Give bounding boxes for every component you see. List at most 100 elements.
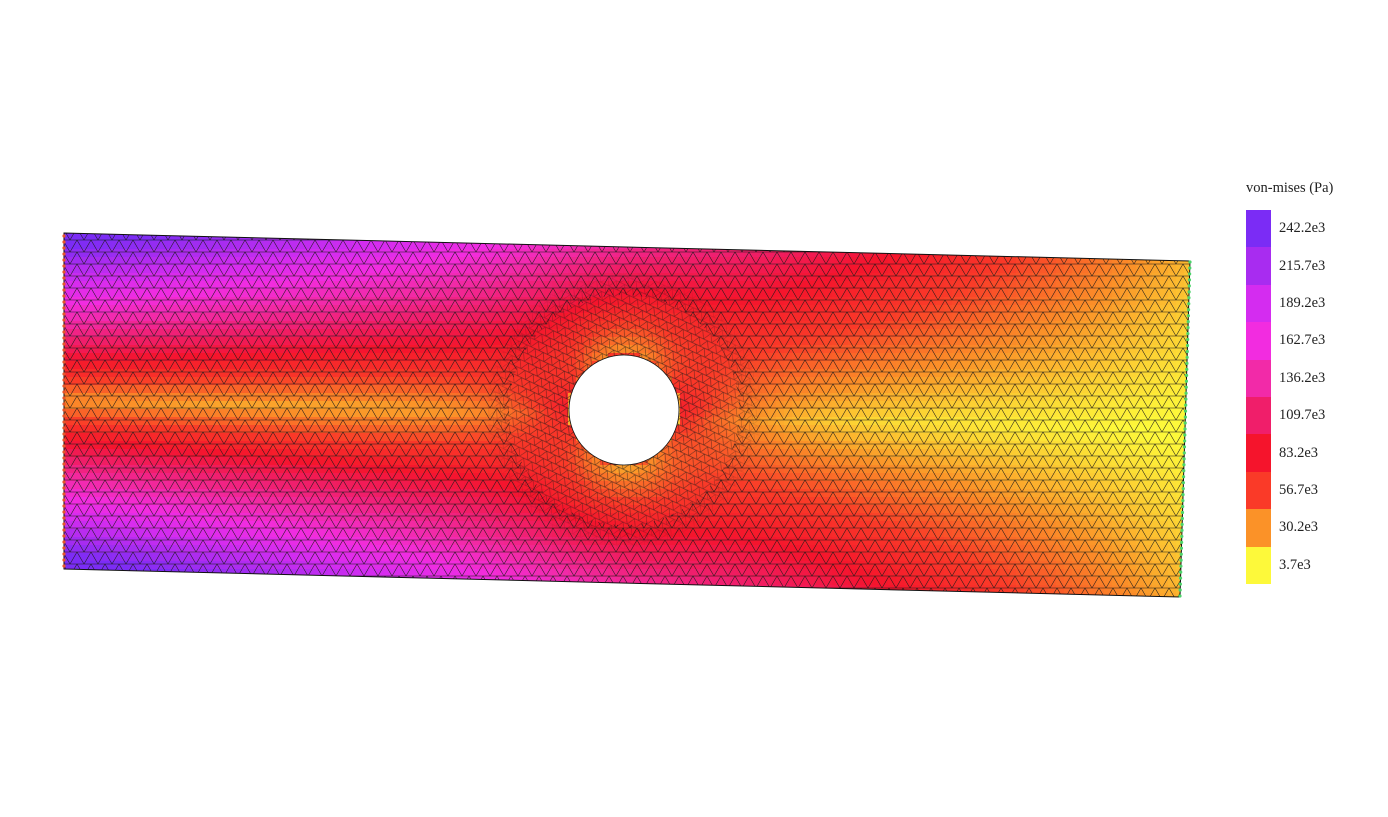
field-cell — [360, 601, 369, 610]
field-cell — [328, 601, 337, 610]
field-cell — [64, 569, 65, 578]
field-cell — [384, 585, 393, 594]
field-cell — [128, 601, 137, 610]
field-cell — [168, 601, 177, 610]
field-cell — [64, 601, 73, 610]
field-cell — [400, 585, 409, 594]
field-cell — [224, 601, 233, 610]
field-cell — [696, 585, 705, 594]
field-cell — [168, 585, 177, 594]
field-cell — [304, 233, 313, 234]
field-cell — [392, 593, 401, 597]
field-cell — [152, 577, 161, 586]
field-cell — [392, 577, 401, 586]
field-cell — [384, 593, 393, 597]
field-cell — [472, 585, 481, 594]
field-cell — [408, 585, 417, 594]
field-cell — [264, 601, 273, 610]
field-cell — [856, 241, 865, 250]
field-cell — [384, 601, 393, 610]
field-cell — [832, 233, 841, 234]
field-cell — [672, 233, 681, 242]
field-cell — [336, 233, 345, 234]
field-cell — [504, 601, 513, 610]
field-cell — [560, 233, 569, 242]
field-cell — [672, 593, 681, 597]
field-cell — [432, 601, 441, 610]
field-cell — [808, 241, 817, 250]
field-cell — [192, 577, 201, 586]
field-cell — [152, 593, 161, 597]
field-cell — [672, 585, 681, 594]
field-cell — [552, 233, 561, 234]
field-cell — [328, 233, 337, 234]
field-cell — [96, 601, 105, 610]
field-cell — [632, 233, 641, 234]
field-cell — [264, 593, 273, 597]
field-cell — [776, 593, 785, 597]
field-cell — [784, 593, 793, 597]
field-cell — [792, 593, 801, 597]
field-cell — [872, 593, 881, 597]
field-cell — [584, 233, 593, 234]
field-cell — [616, 233, 625, 234]
field-cell — [328, 585, 337, 594]
field-cell — [488, 233, 497, 242]
field-cell — [320, 577, 329, 586]
field-cell — [112, 585, 121, 594]
field-cell — [576, 593, 585, 597]
field-cell — [144, 233, 153, 234]
field-cell — [632, 585, 641, 594]
field-cell — [824, 593, 833, 597]
field-cell — [600, 233, 609, 234]
field-cell — [456, 233, 465, 242]
field-cell — [360, 577, 369, 586]
field-cell — [592, 593, 601, 597]
field-cell — [888, 233, 897, 234]
field-cell — [584, 593, 593, 597]
field-cell — [552, 585, 561, 594]
field-cell — [648, 233, 657, 234]
field-cell — [152, 585, 161, 594]
field-cell — [88, 585, 97, 594]
field-cell — [224, 233, 233, 234]
field-cell — [456, 593, 465, 597]
field-cell — [136, 601, 145, 610]
field-cell — [104, 585, 113, 594]
field-cell — [528, 233, 537, 234]
field-cell — [472, 233, 481, 234]
field-cell — [800, 241, 809, 250]
field-cell — [632, 233, 641, 242]
field-cell — [720, 233, 729, 242]
field-cell — [712, 233, 721, 242]
field-cell — [72, 233, 81, 234]
field-cell — [120, 593, 129, 597]
field-cell — [312, 233, 321, 234]
field-cell — [320, 601, 329, 610]
field-cell — [168, 233, 177, 234]
field-cell — [584, 601, 593, 610]
field-cell — [568, 585, 577, 594]
field-cell — [328, 593, 337, 597]
field-cell — [304, 585, 313, 594]
field-cell — [736, 601, 745, 610]
field-cell — [816, 241, 825, 250]
field-cell — [792, 601, 801, 610]
field-cell — [792, 241, 801, 250]
field-cell — [112, 233, 121, 234]
field-cell — [632, 601, 641, 610]
field-cell — [760, 593, 769, 597]
field-cell — [624, 233, 633, 242]
field-cell — [680, 593, 689, 597]
field-cell — [808, 593, 817, 597]
field-cell — [704, 241, 713, 250]
field-cell — [464, 233, 473, 234]
field-cell — [200, 593, 209, 597]
field-cell — [736, 593, 745, 597]
field-cell — [416, 601, 425, 610]
field-cell — [232, 601, 241, 610]
field-cell — [760, 233, 769, 234]
field-cell — [424, 233, 433, 234]
field-cell — [776, 241, 785, 250]
field-cell — [208, 577, 217, 586]
